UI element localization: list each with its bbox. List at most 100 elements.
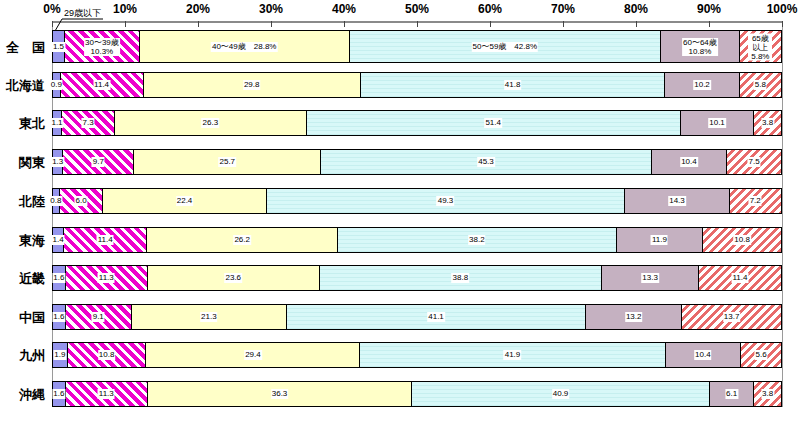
region-label: 九州	[0, 349, 45, 362]
segment-value-label: 50〜59歳 42.8%	[472, 42, 538, 52]
region-row: 1.6 11.3 23.6 38.8 13.3 11.4	[52, 265, 782, 291]
segment-value-label: 23.6	[224, 273, 242, 283]
segment-value-label: 10.4	[694, 350, 712, 360]
plot-border-right	[782, 21, 783, 407]
region-label: 北海道	[0, 79, 45, 92]
region-row: 1.1 7.3 26.3 51.4 10.1 3.8	[52, 110, 782, 136]
segment-value-label: 26.3	[202, 118, 220, 128]
bar-segment: 5.8	[739, 73, 781, 97]
segment-value-label: 45.3	[477, 157, 495, 167]
segment-value-label: 9.7	[92, 157, 105, 167]
x-tick-label: 90%	[697, 2, 721, 16]
segment-value-label: 0.8	[49, 196, 62, 206]
segment-value-label: 1.5	[52, 42, 65, 52]
bar-segment: 49.3	[266, 189, 625, 213]
segment-value-label: 1.4	[52, 235, 65, 245]
segment-value-label: 29.4	[244, 350, 262, 360]
bar-segment: 3.8	[753, 111, 781, 135]
region-row: 1.4 11.4 26.2 38.2 11.9 10.8	[52, 227, 782, 253]
bar-segment: 41.9	[359, 343, 664, 367]
segment-value-label: 26.2	[233, 235, 251, 245]
x-tick-label: 0%	[43, 2, 60, 16]
bar-segment: 1.6	[53, 266, 65, 290]
segment-value-label: 41.8	[504, 80, 522, 90]
bar-segment: 7.5	[726, 150, 781, 174]
segment-value-label: 65歳以上 5.8%	[748, 33, 772, 60]
bar-segment: 10.4	[651, 150, 727, 174]
segment-value-label: 38.8	[452, 273, 470, 283]
bar-segment: 6.0	[59, 189, 103, 213]
segment-value-label: 11.3	[98, 273, 115, 283]
region-row: 0.911.429.841.810.25.8	[52, 72, 782, 98]
segment-value-label: 7.2	[749, 196, 762, 206]
segment-value-label: 1.1	[50, 118, 63, 128]
bar-segment: 41.8	[360, 73, 665, 97]
x-tick-mark	[125, 21, 126, 27]
bar-segment: 11.4	[698, 266, 781, 290]
bar-segment: 11.4	[60, 73, 143, 97]
x-tick-label: 20%	[186, 2, 210, 16]
segment-value-label: 5.8	[754, 80, 767, 90]
segment-value-label: 11.4	[97, 235, 114, 245]
region-label: 東北	[0, 117, 45, 130]
segment-value-label: 6.0	[75, 196, 88, 206]
x-tick-mark	[782, 21, 783, 27]
segment-value-label: 7.3	[82, 118, 95, 128]
region-row: 1.611.336.340.96.13.8	[52, 381, 782, 407]
bar-segment: 1.1	[53, 111, 61, 135]
bar-segment: 7.2	[729, 189, 781, 213]
bar-segment: 1.9	[53, 343, 67, 367]
bar-segment: 6.1	[709, 382, 753, 406]
segment-value-label: 38.2	[468, 235, 486, 245]
segment-value-label: 6.1	[725, 389, 738, 399]
segment-value-label: 41.1	[427, 312, 445, 322]
segment-value-label: 36.3	[271, 389, 289, 399]
segment-value-label: 11.9	[651, 235, 668, 245]
segment-value-label: 3.8	[761, 118, 774, 128]
x-tick-mark	[709, 21, 710, 27]
bar-segment: 26.2	[146, 228, 337, 252]
segment-value-label: 49.3	[437, 196, 455, 206]
x-tick-label: 60%	[478, 2, 502, 16]
bar-segment: 11.3	[65, 266, 147, 290]
bar-segment: 11.4	[63, 228, 146, 252]
segment-value-label: 13.3	[641, 273, 659, 283]
region-row: 1.3 9.7 25.7 45.3 10.47.5	[52, 149, 782, 175]
x-tick-mark	[490, 21, 491, 27]
bar-segment: 51.4	[306, 111, 680, 135]
region-label: 中国	[0, 311, 45, 324]
bar-segment: 21.3	[131, 305, 286, 329]
segment-value-label: 30〜39歳10.3%	[84, 38, 120, 56]
region-label: 関東	[0, 156, 45, 169]
bar-segment: 41.1	[286, 305, 585, 329]
region-row: 1.69.121.341.113.213.7	[52, 304, 782, 330]
x-tick-mark	[271, 21, 272, 27]
bar-segment: 40〜49歳 28.8%	[139, 31, 349, 62]
bar-segment: 65歳以上 5.8%	[739, 31, 781, 62]
segment-value-label: 1.6	[52, 389, 65, 399]
bar-segment: 60〜64歳10.8%	[660, 31, 739, 62]
bar-segment: 45.3	[320, 150, 650, 174]
segment-value-label: 11.4	[731, 273, 748, 283]
bar-segment: 3.8	[753, 382, 781, 406]
bar-segment: 9.1	[65, 305, 131, 329]
x-tick-label: 10%	[113, 2, 137, 16]
bar-segment: 11.3	[65, 382, 147, 406]
bar-segment: 1.3	[53, 150, 62, 174]
bar-segment: 9.7	[62, 150, 133, 174]
bar-segment: 22.4	[102, 189, 265, 213]
segment-value-label: 60〜64歳10.8%	[682, 38, 718, 56]
segment-value-label: 10.8	[733, 235, 751, 245]
segment-value-label: 10.1	[708, 118, 726, 128]
bar-segment: 10.2	[664, 73, 738, 97]
x-tick-mark	[417, 21, 418, 27]
segment-value-label: 25.7	[218, 157, 236, 167]
segment-value-label: 51.4	[484, 118, 502, 128]
x-tick-label: 40%	[332, 2, 356, 16]
bar-segment: 13.7	[681, 305, 781, 329]
bar-segment: 10.8	[67, 343, 146, 367]
x-tick-label: 50%	[405, 2, 429, 16]
region-label: 近畿	[0, 272, 45, 285]
segment-value-label: 1.6	[52, 273, 65, 283]
segment-value-label: 21.3	[200, 312, 218, 322]
